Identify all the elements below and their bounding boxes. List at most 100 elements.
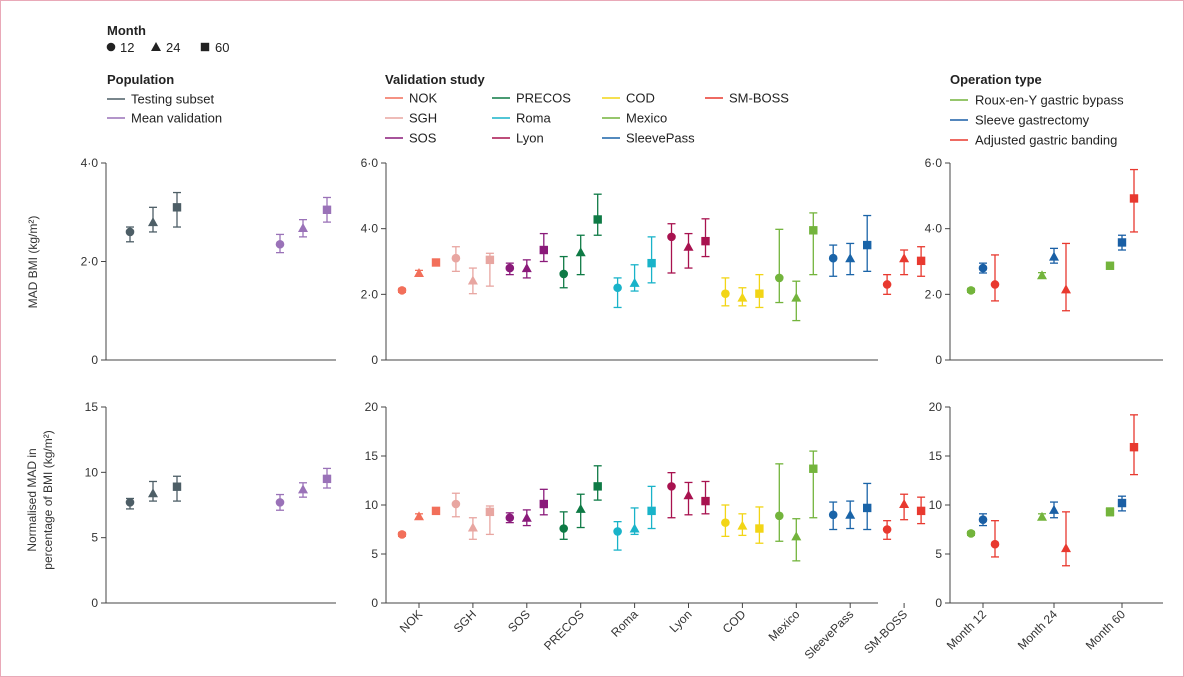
legend-month-label-12: 12 xyxy=(120,40,134,55)
legend-month-marker-24 xyxy=(151,42,161,51)
data-point-lyon-m12 xyxy=(667,482,676,491)
legend-operation-label: Adjusted gastric banding xyxy=(975,133,1117,148)
data-point-sm-boss-m24 xyxy=(899,253,910,263)
data-point-cod-m24 xyxy=(737,292,748,302)
y-axis-title-bottom-line1: Normalised MAD in xyxy=(25,448,39,551)
panel-population-normalised: 0 5 10 15 xyxy=(85,400,336,610)
y-tick-label: 10 xyxy=(929,498,943,512)
y-tick-label: 4·0 xyxy=(361,222,379,236)
x-category-label: Month 60 xyxy=(1083,607,1129,653)
data-point-sos-m60 xyxy=(539,499,548,509)
data-point-nok-m12 xyxy=(397,286,407,295)
data-point-cod-m60 xyxy=(755,524,764,533)
data-point-cod-m24 xyxy=(737,520,748,530)
data-point-sos-m60 xyxy=(539,245,548,255)
data-point-cod-m12 xyxy=(721,518,730,527)
data-point-sm-boss-m60 xyxy=(916,256,926,266)
y-tick-label: 5 xyxy=(371,547,378,561)
data-point-mean-validation-m12 xyxy=(275,239,285,249)
data-point-precos-m12 xyxy=(559,524,568,533)
x-category-label: SOS xyxy=(505,607,533,635)
data-point-sgh-m12 xyxy=(451,253,461,263)
data-point-sleevepass-m24 xyxy=(845,253,856,263)
legend-month-marker-60 xyxy=(200,42,210,52)
data-point-mean-validation-m24 xyxy=(298,223,308,233)
panel-validation-mad: 0 2·0 4·0 6·0 xyxy=(361,156,926,367)
y-tick-label: 4·0 xyxy=(925,222,943,236)
x-category-label: PRECOS xyxy=(541,607,587,653)
y-tick-label: 0 xyxy=(935,353,942,367)
data-point-sleeve-gastrectomy-m12 xyxy=(978,515,988,524)
data-point-roma-m60 xyxy=(647,258,656,268)
y-tick-label: 2·0 xyxy=(361,287,379,301)
data-point-mean-validation-m60 xyxy=(322,205,332,214)
y-tick-label: 15 xyxy=(365,449,379,463)
data-point-roux-en-y-gastric-bypass-m60 xyxy=(1105,261,1115,270)
data-point-roma-m24 xyxy=(629,277,640,287)
legend-validation-label: Roma xyxy=(516,111,551,126)
data-point-precos-m24 xyxy=(575,503,586,513)
data-point-sgh-m60 xyxy=(485,255,495,265)
data-point-testing-subset-m24 xyxy=(148,217,158,227)
data-point-lyon-m60 xyxy=(701,236,710,246)
data-point-sleevepass-m60 xyxy=(863,240,872,250)
y-tick-label: 20 xyxy=(929,400,943,414)
data-point-sgh-m24 xyxy=(467,522,478,532)
y-tick-label: 20 xyxy=(365,400,379,414)
data-point-lyon-m60 xyxy=(701,496,710,506)
legend-validation-label: Lyon xyxy=(516,131,544,146)
data-point-mexico-m12 xyxy=(775,273,784,283)
data-point-sos-m12 xyxy=(505,263,515,273)
x-category-label: Month 24 xyxy=(1015,607,1061,653)
data-point-nok-m60 xyxy=(431,506,441,516)
y-tick-label: 15 xyxy=(85,400,99,414)
legend-population-label: Mean validation xyxy=(131,111,222,126)
data-point-sm-boss-m12 xyxy=(882,525,892,534)
data-point-sleeve-gastrectomy-m24 xyxy=(1049,251,1059,261)
data-point-roma-m60 xyxy=(647,506,656,516)
legend-validation-label: COD xyxy=(626,91,655,106)
data-point-sm-boss-m24 xyxy=(899,499,910,509)
data-point-adjusted-gastric-banding-m60 xyxy=(1129,194,1139,203)
y-tick-label: 0 xyxy=(91,596,98,610)
y-tick-label: 10 xyxy=(85,465,99,479)
data-point-roux-en-y-gastric-bypass-m12 xyxy=(966,529,976,538)
legend-validation-label: PRECOS xyxy=(516,91,571,106)
x-category-label: NOK xyxy=(397,607,425,635)
data-point-mexico-m24 xyxy=(791,531,802,541)
legend-operation-label: Roux-en-Y gastric bypass xyxy=(975,93,1124,108)
legend-operation-title: Operation type xyxy=(950,72,1042,87)
data-point-sgh-m60 xyxy=(485,507,495,517)
data-point-testing-subset-m24 xyxy=(148,488,158,498)
legend-population-label: Testing subset xyxy=(131,92,214,107)
data-point-roux-en-y-gastric-bypass-m12 xyxy=(966,286,976,295)
data-point-sleeve-gastrectomy-m12 xyxy=(978,263,988,273)
panel-operation-normalised: 0 5 10 15 20 Month 12 Month 24 Month 60 xyxy=(929,400,1163,653)
data-point-sleeve-gastrectomy-m24 xyxy=(1049,504,1059,514)
data-point-sleevepass-m12 xyxy=(828,253,838,263)
y-tick-label: 10 xyxy=(365,498,379,512)
data-point-lyon-m12 xyxy=(667,232,676,242)
legend-validation-label: NOK xyxy=(409,91,438,106)
data-point-mexico-m60 xyxy=(809,226,818,235)
legend: Month 12 24 60 Population Testing subset Mean … xyxy=(106,23,1124,148)
y-tick-label: 4·0 xyxy=(81,156,99,170)
data-point-roma-m24 xyxy=(629,523,640,533)
data-point-roma-m12 xyxy=(613,283,622,293)
x-category-label: Month 12 xyxy=(944,607,990,653)
data-point-mexico-m24 xyxy=(791,292,802,302)
data-point-cod-m12 xyxy=(721,289,730,298)
x-category-label: COD xyxy=(720,607,749,636)
legend-month-marker-12 xyxy=(106,42,116,52)
data-point-nok-m24 xyxy=(414,511,424,521)
data-point-mean-validation-m24 xyxy=(298,484,308,494)
legend-operation-label: Sleeve gastrectomy xyxy=(975,113,1090,128)
y-axis-title-top: MAD BMI (kg/m²) xyxy=(26,216,40,309)
y-tick-label: 0 xyxy=(935,596,942,610)
y-tick-label: 5 xyxy=(935,547,942,561)
data-point-precos-m60 xyxy=(593,215,602,224)
data-point-sm-boss-m60 xyxy=(916,506,926,516)
data-point-sleevepass-m12 xyxy=(828,510,838,520)
x-category-label: Lyon xyxy=(667,607,695,635)
